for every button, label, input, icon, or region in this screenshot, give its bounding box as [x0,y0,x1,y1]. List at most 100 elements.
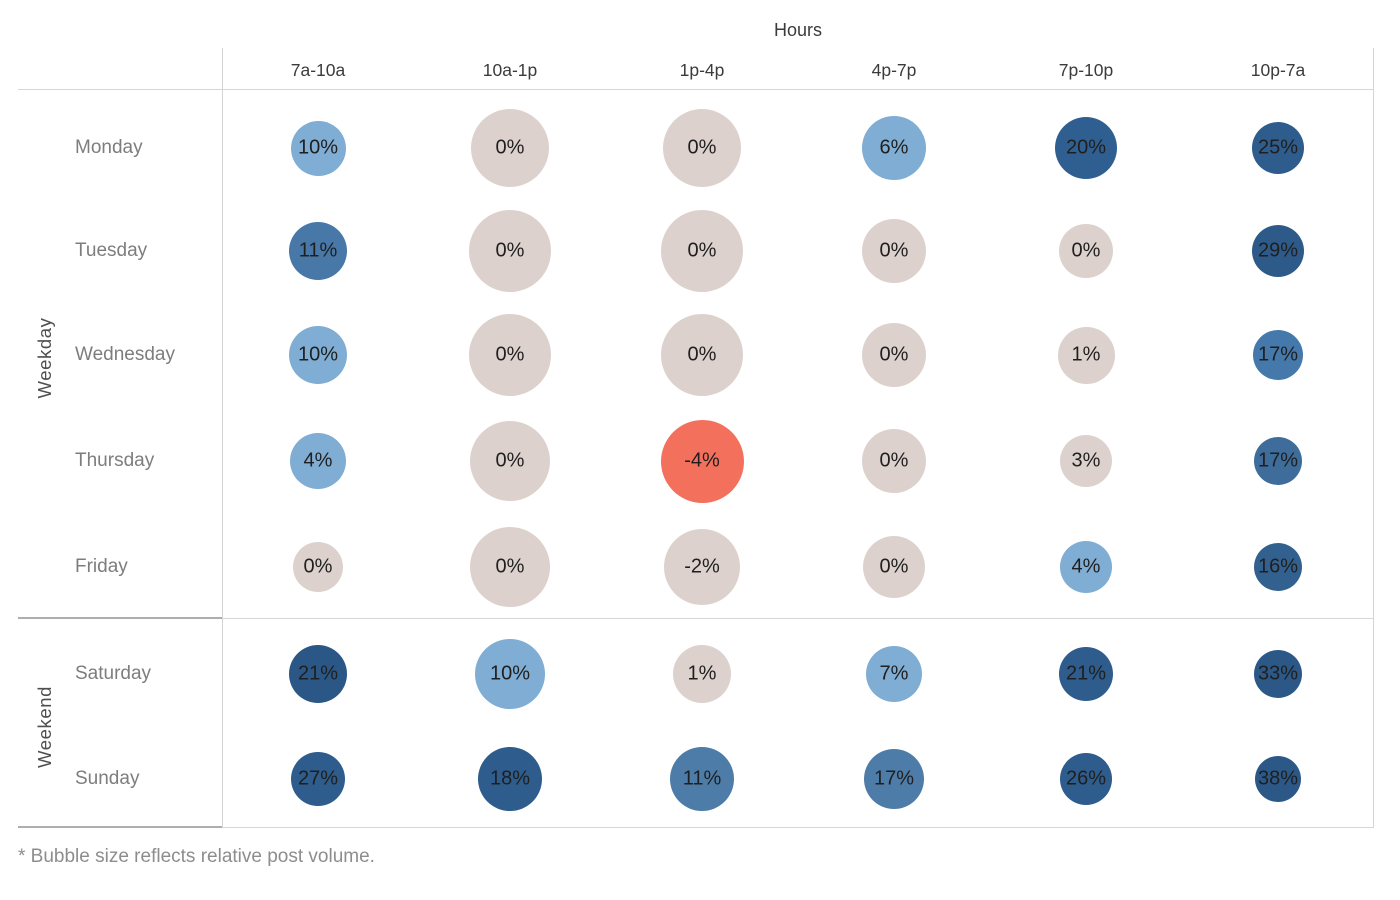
bubble-mark[interactable] [290,120,346,176]
bubble-mark[interactable] [1060,753,1112,805]
bubble-value-label: 0% [879,239,909,262]
row-label: Thursday [75,450,155,471]
bubble-mark[interactable] [1060,435,1112,487]
group-separator-rule [222,618,1374,619]
bubble-mark[interactable] [293,542,343,592]
bubble-value-label: 0% [879,555,909,578]
bubble-value-label: 3% [1071,449,1101,472]
header-rule [18,89,1374,90]
column-header: 10p-7a [1250,60,1306,80]
bubble-value-label: 0% [495,555,525,578]
bubble-value-label: 26% [1065,767,1107,790]
bubble-value-label: 25% [1257,136,1299,159]
bubble-mark[interactable] [661,210,743,292]
column-header: 1p-4p [679,60,725,80]
bubble-mark[interactable] [661,314,743,396]
bubble-value-label: -4% [684,449,720,472]
bubble-value-label: 0% [879,449,909,472]
bubble-mark[interactable] [1254,437,1302,485]
bubble-mark[interactable] [863,536,925,598]
bubble-mark[interactable] [1055,117,1117,179]
bubble-mark[interactable] [469,314,551,396]
row-label: Monday [75,137,143,158]
bubble-mark[interactable] [290,433,346,489]
bubble-value-label: 0% [687,343,717,366]
column-header: 10a-1p [482,60,538,80]
bubble-value-label: 11% [682,767,722,790]
bubble-value-label: 4% [1071,555,1101,578]
bubble-mark[interactable] [470,421,550,501]
bubble-value-label: 10% [297,343,339,366]
bubble-mark[interactable] [475,639,545,709]
bubble-mark[interactable] [478,747,542,811]
bubble-value-label: 38% [1257,767,1299,790]
row-label: Saturday [75,663,152,684]
bubble-mark[interactable] [1059,224,1113,278]
column-header: 7a-10a [290,60,346,80]
bubble-mark[interactable] [469,210,551,292]
bubble-mark[interactable] [1252,122,1304,174]
left-axis-divider [222,48,223,827]
bubble-value-label: 17% [1257,449,1299,472]
bubble-value-label: 17% [873,767,915,790]
bottom-rule [222,827,1374,828]
column-header: 7p-10p [1058,60,1114,80]
bubble-value-label: 0% [495,449,525,472]
bubble-mark[interactable] [1254,543,1302,591]
row-label: Wednesday [75,344,175,365]
bubble-mark[interactable] [289,326,347,384]
bubble-value-label: -2% [684,555,720,578]
bubble-value-label: 29% [1257,239,1299,262]
footnote: * Bubble size reflects relative post vol… [18,846,375,867]
right-border [1373,48,1374,827]
bubble-mark[interactable] [663,109,741,187]
row-group-label: Weekday [34,317,55,398]
bubble-value-label: 0% [303,555,333,578]
bubble-value-label: 16% [1257,555,1299,578]
row-label: Sunday [75,768,140,789]
bubble-mark[interactable] [866,646,922,702]
bubble-mark[interactable] [291,752,345,806]
bubble-value-label: 17% [1257,343,1299,366]
bubble-value-label: 10% [489,662,531,685]
bubble-mark[interactable] [864,749,924,809]
bubble-mark[interactable] [670,747,734,811]
bubble-mark[interactable] [1255,756,1301,802]
bubble-value-label: 27% [297,767,339,790]
bubble-value-label: 7% [879,662,909,685]
bubble-mark[interactable] [1252,225,1304,277]
bubble-mark[interactable] [1057,326,1115,384]
bubble-value-label: 0% [495,136,525,159]
bubble-mark[interactable] [673,645,731,703]
bubble-mark[interactable] [1254,650,1302,698]
bubble-mark[interactable] [289,645,347,703]
row-group-label: Weekend [34,685,55,768]
bubble-mark[interactable] [1059,647,1113,701]
bubble-mark[interactable] [664,529,740,605]
bubble-mark[interactable] [660,419,744,503]
bubble-mark[interactable] [471,109,549,187]
bubble-value-label: 6% [879,136,909,159]
bubble-mark[interactable] [862,116,926,180]
bubble-value-label: 21% [297,662,339,685]
bubble-mark[interactable] [862,323,926,387]
bubble-mark[interactable] [862,219,926,283]
bubble-value-label: 0% [687,239,717,262]
bubble-value-label: 10% [297,136,339,159]
bubble-mark[interactable] [1253,330,1303,380]
columns-axis-title: Hours [773,20,822,40]
row-label: Tuesday [75,240,148,261]
bubble-value-label: 4% [303,449,333,472]
bubble-mark[interactable] [1060,541,1112,593]
column-header: 4p-7p [871,60,917,80]
bottom-rule-left [18,826,222,828]
bubble-value-label: 21% [1065,662,1107,685]
bubble-mark[interactable] [862,429,926,493]
bubble-mark[interactable] [289,222,347,280]
group-separator-rule-left [18,617,222,619]
bubble-value-label: 0% [879,343,909,366]
bubble-mark[interactable] [470,527,550,607]
bubble-value-label: 0% [687,136,717,159]
bubble-value-label: 33% [1257,662,1299,685]
